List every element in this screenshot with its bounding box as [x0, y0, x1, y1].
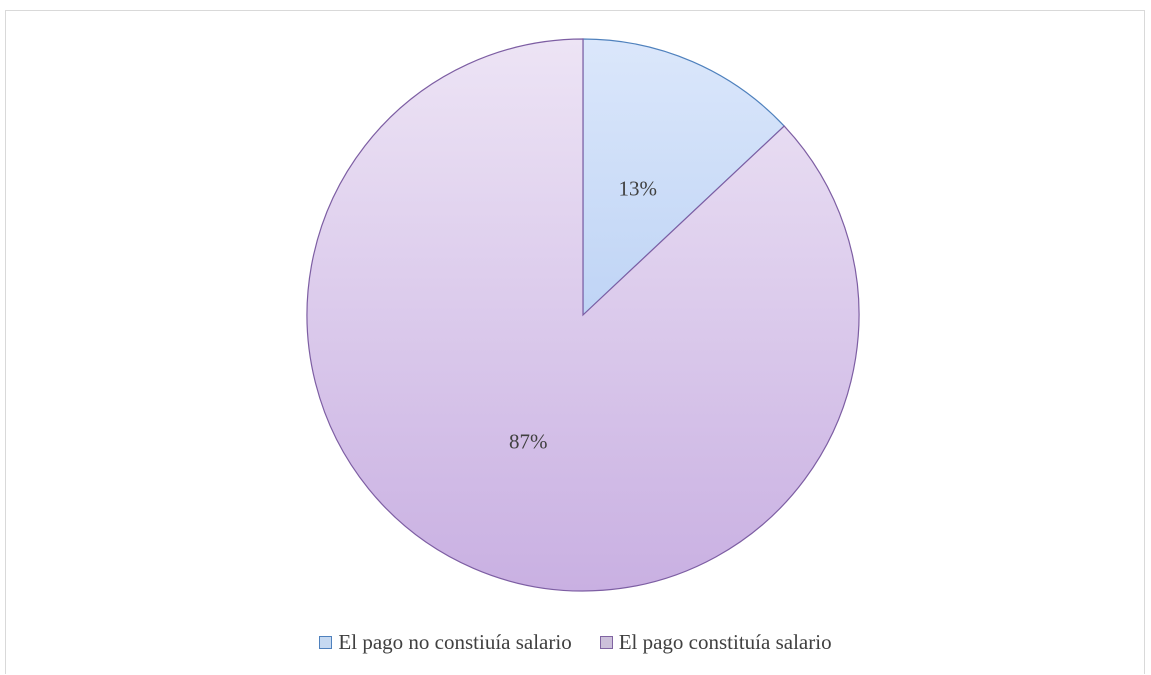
legend: El pago no constiuía salario El pago con… [0, 630, 1151, 655]
slice-no-salary [582, 38, 786, 317]
legend-swatch-salary [599, 636, 613, 649]
data-label-salary: 87% [509, 430, 548, 454]
slice-salary [306, 38, 860, 592]
legend-label-salary: El pago constituía salario [618, 630, 832, 654]
legend-item-no-salary: El pago no constiuía salario [319, 630, 572, 655]
pie-chart: 13% 87% [306, 38, 860, 592]
legend-label-no-salary: El pago no constiuía salario [338, 630, 572, 654]
data-label-no-salary: 13% [619, 176, 658, 200]
legend-item-salary: El pago constituía salario [599, 630, 832, 655]
legend-swatch-no-salary [319, 636, 333, 649]
